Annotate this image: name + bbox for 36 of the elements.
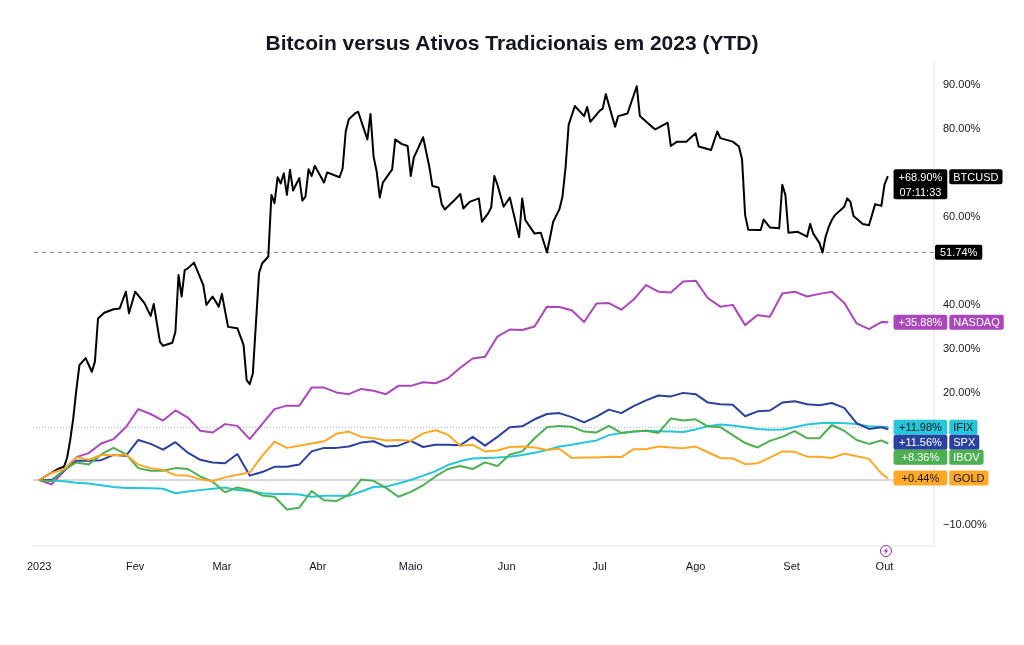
legend-label: GOLD	[953, 472, 985, 485]
y-tick-label: 90.00%	[943, 77, 981, 90]
legend-label: SPX	[953, 436, 976, 449]
data-label: +35.88%	[898, 316, 943, 329]
line-series	[38, 85, 889, 481]
y-tick-label: 80.00%	[943, 121, 981, 134]
legend-label: IFIX	[953, 421, 975, 434]
data-label: +11.56%	[898, 436, 943, 449]
legend-label: IBOV	[953, 451, 981, 464]
chart-title: Bitcoin versus Ativos Tradicionais em 2023 (YTD)	[264, 31, 760, 55]
line-series	[38, 279, 889, 486]
y-tick-label: 40.00%	[943, 297, 981, 310]
y-tick-label: 60.00%	[943, 209, 981, 222]
ref-line-label: 51.74%	[940, 246, 978, 259]
x-tick-label: 2023	[26, 559, 52, 572]
x-tick-label: Maio	[398, 559, 423, 572]
x-tick-label: Mar	[212, 559, 232, 572]
data-label: +68.90%	[898, 170, 943, 183]
legend-label: NASDAQ	[953, 316, 1001, 329]
data-label: +8.36%	[901, 451, 940, 464]
x-tick-label: Ago	[685, 559, 706, 572]
x-tick-label: Set	[783, 559, 800, 572]
y-tick-label: 20.00%	[943, 385, 981, 398]
x-tick-label: Out	[875, 559, 894, 572]
x-tick-label: Fev	[126, 559, 145, 572]
y-tick-label: 30.00%	[943, 341, 981, 354]
x-tick-label: Jul	[592, 559, 607, 572]
data-label: +0.44%	[901, 472, 940, 485]
data-label: +11.98%	[898, 421, 943, 434]
line-series	[38, 417, 889, 511]
annotation: 07:11:33	[899, 185, 942, 198]
y-tick-label: −10.00%	[943, 517, 987, 530]
x-tick-label: Abr	[309, 559, 327, 572]
text: BTCUSD	[953, 170, 999, 183]
line-series	[38, 429, 889, 483]
x-tick-label: Jun	[497, 559, 516, 572]
